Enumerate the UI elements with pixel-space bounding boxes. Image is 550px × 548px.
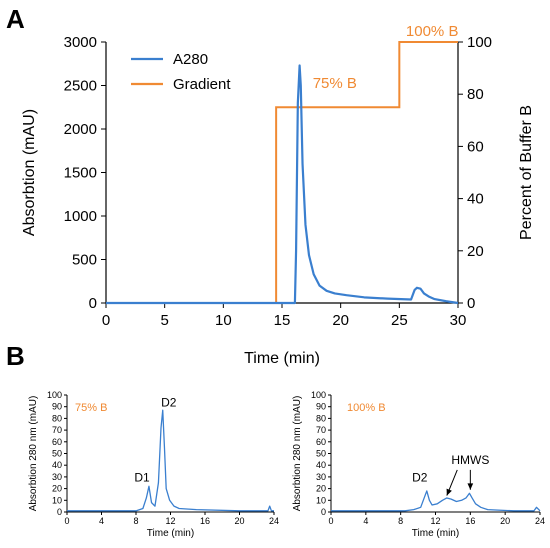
peak-annotation: D2 [412, 471, 428, 485]
y-tick-label: 1500 [64, 165, 97, 182]
y-tick-label: 70 [316, 425, 326, 435]
y-tick-label: 40 [52, 460, 62, 470]
y2-tick-label: 0 [467, 295, 475, 312]
y2-tick-label: 40 [467, 191, 484, 208]
y-tick-label: 90 [316, 402, 326, 412]
x-tick-label: 15 [274, 312, 291, 329]
condition-label: 75% B [75, 402, 107, 414]
x-tick-label: 4 [99, 516, 104, 526]
x-axis-title: Time (min) [147, 528, 194, 539]
y-tick-label: 20 [52, 484, 62, 494]
x-tick-label: 0 [328, 516, 333, 526]
x-tick-label: 24 [269, 516, 279, 526]
x-tick-label: 12 [165, 516, 175, 526]
y-tick-label: 3000 [64, 34, 97, 51]
x-tick-label: 5 [160, 312, 168, 329]
chromatogram-line [67, 409, 274, 512]
y-axis-title: Absorbtion 280 nm (mAU) [292, 396, 303, 512]
x-axis-title: Time (min) [244, 350, 320, 367]
y-tick-label: 10 [52, 495, 62, 505]
y-tick-label: 1000 [64, 208, 97, 225]
y-tick-label: 80 [316, 413, 326, 423]
y-tick-label: 40 [316, 460, 326, 470]
y-tick-label: 50 [316, 449, 326, 459]
x-tick-label: 16 [465, 516, 475, 526]
y-tick-label: 100 [311, 390, 326, 400]
y-tick-label: 30 [52, 472, 62, 482]
y-tick-label: 2000 [64, 121, 97, 138]
x-tick-label: 12 [430, 516, 440, 526]
y-tick-label: 0 [57, 507, 62, 517]
annotation-arrow-head [467, 483, 474, 490]
legend-label-a280: A280 [173, 51, 208, 68]
y-tick-label: 50 [52, 449, 62, 459]
y-tick-label: 60 [316, 437, 326, 447]
x-tick-label: 0 [64, 516, 69, 526]
y2-tick-label: 20 [467, 243, 484, 260]
panel-a-letter: A [6, 4, 25, 34]
x-tick-label: 8 [398, 516, 403, 526]
y2-tick-label: 80 [467, 86, 484, 103]
x-tick-label: 25 [391, 312, 408, 329]
peak-annotation: D2 [161, 396, 177, 410]
step-annotation: 100% B [406, 23, 459, 40]
x-tick-label: 16 [200, 516, 210, 526]
x-tick-label: 20 [500, 516, 510, 526]
y-tick-label: 0 [321, 507, 326, 517]
x-tick-label: 20 [234, 516, 244, 526]
y-tick-label: 2500 [64, 78, 97, 95]
condition-label: 100% B [347, 402, 386, 414]
peak-annotation: D1 [134, 471, 150, 485]
x-tick-label: 8 [133, 516, 138, 526]
x-tick-label: 30 [450, 312, 467, 329]
peak-annotation: HMWS [451, 453, 489, 467]
y-tick-label: 500 [72, 252, 97, 269]
chart-a: 0 5 10 15 20 25 300500100015002000250030000204… [21, 23, 535, 367]
annotation-arrow-head [446, 488, 452, 496]
chromatogram-line [331, 490, 541, 512]
legend-label-gradient: Gradient [173, 76, 231, 93]
y-tick-label: 80 [52, 413, 62, 423]
y-axis-title: Absorbtion (mAU) [21, 109, 38, 236]
x-tick-label: 4 [363, 516, 368, 526]
y2-axis-title: Percent of Buffer B [518, 105, 535, 240]
y-axis-title: Absorbtion 280 nm (mAU) [28, 396, 39, 512]
y-tick-label: 0 [89, 295, 97, 312]
y-tick-label: 30 [316, 472, 326, 482]
y-tick-label: 60 [52, 437, 62, 447]
y-tick-label: 90 [52, 402, 62, 412]
y-tick-label: 100 [47, 390, 62, 400]
a280-series-line [106, 64, 459, 305]
x-tick-label: 20 [332, 312, 349, 329]
gradient-series-line [106, 41, 458, 304]
x-axis-title: Time (min) [412, 528, 459, 539]
y2-tick-label: 100 [467, 34, 492, 51]
y-tick-label: 70 [52, 425, 62, 435]
y-tick-label: 10 [316, 495, 326, 505]
x-tick-label: 24 [535, 516, 545, 526]
y2-tick-label: 60 [467, 138, 484, 155]
y-tick-label: 20 [316, 484, 326, 494]
panel-b-letter: B [6, 341, 25, 371]
x-tick-label: 10 [215, 312, 232, 329]
step-annotation: 75% B [313, 75, 357, 92]
x-tick-label: 0 [102, 312, 110, 329]
